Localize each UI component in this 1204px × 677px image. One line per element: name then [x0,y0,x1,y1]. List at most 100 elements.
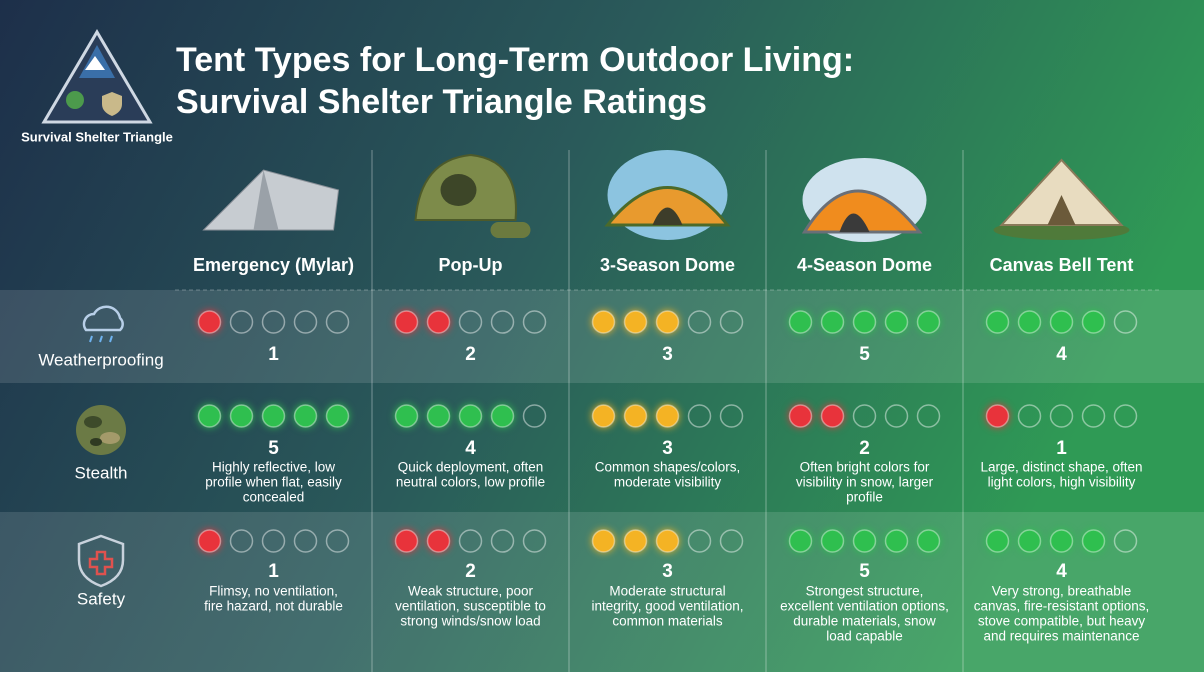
column-title: Emergency (Mylar) [193,255,354,275]
logo-label: Survival Shelter Triangle [21,129,173,144]
rating-dot-filled [916,310,941,334]
rating-note: light colors, high visibility [988,475,1136,490]
rating-number: 4 [465,438,476,459]
rating-note: moderate visibility [614,475,722,490]
rating-dot-filled [1049,310,1074,334]
rating-dot-empty [884,404,909,428]
rating-dot-empty [687,404,712,428]
rating-dot-empty [293,310,318,334]
rating-dot-filled [788,404,813,428]
icon-shield [77,534,125,588]
rating-note: profile when flat, easily [205,475,342,490]
tent-shape [652,207,683,225]
rating-dot-filled [985,310,1010,334]
rating-dot-filled [820,529,845,553]
rating-dot-empty [261,310,286,334]
tent-shape [604,186,731,227]
rating-dot-empty [1113,529,1138,553]
rating-note: Weak structure, poor [408,584,534,599]
rating-note: excellent ventilation options, [780,599,949,614]
rating-number: 2 [465,561,476,582]
rating-dot-empty [325,310,350,334]
rating-note: Very strong, breathable [992,584,1132,599]
title: Survival Shelter Triangle Ratings [176,83,707,121]
rating-dot-empty [490,310,515,334]
row-band [0,290,1204,383]
tent-shape [440,174,477,206]
rating-dot-empty [325,529,350,553]
rating-number: 1 [268,344,279,365]
rating-dot-filled [884,310,909,334]
rating-dot-empty [916,404,941,428]
rating-note: Highly reflective, low [212,460,335,475]
rating-dot-empty [490,529,515,553]
rating-dot-filled [1081,529,1106,553]
rating-dot-empty [229,310,254,334]
rating-dot-filled [852,529,877,553]
rating-dot-filled [458,404,483,428]
rating-dot-filled [394,310,419,334]
rating-note: and requires maintenance [983,629,1139,644]
rating-number: 2 [859,438,870,459]
rating-number: 4 [1056,344,1067,365]
icon-weather [82,305,124,343]
column-title: Pop-Up [439,255,503,275]
rating-number: 1 [1056,438,1067,459]
rating-dot-filled [623,529,648,553]
rating-dot-filled [916,529,941,553]
rating-dot-empty [229,529,254,553]
rating-note: profile [846,490,883,505]
rating-note: Often bright colors for [800,460,930,475]
rating-number: 5 [268,438,279,459]
rating-dot-filled [325,404,350,428]
rating-dot-filled [655,529,680,553]
column-title: Canvas Bell Tent [990,255,1134,275]
rating-number: 5 [859,344,870,365]
rating-dot-filled [1049,529,1074,553]
rating-dot-filled [788,529,813,553]
rating-dot-filled [394,404,419,428]
tent-shape [1047,195,1076,225]
rating-dot-empty [522,310,547,334]
rating-dot-filled [426,404,451,428]
rating-number: 2 [465,344,476,365]
rating-dot-filled [426,310,451,334]
rating-dot-empty [293,529,318,553]
rating-dot-filled [655,404,680,428]
rating-note: load capable [826,629,903,644]
logo: Survival Shelter Triangle [21,29,173,144]
rating-dot-filled [591,404,616,428]
rating-dot-filled [820,310,845,334]
rating-dot-filled [197,529,222,553]
rating-dot-empty [458,310,483,334]
rating-dot-filled [229,404,254,428]
rating-dot-filled [197,310,222,334]
rating-number: 3 [662,344,673,365]
row-label: Weatherproofing [38,350,163,369]
tent-shape [490,222,531,238]
tent-shape [801,189,923,234]
rating-dot-empty [719,404,744,428]
rating-dot-empty [719,310,744,334]
rating-dot-filled [655,310,680,334]
rating-dot-filled [591,310,616,334]
rating-dot-filled [591,529,616,553]
rating-note: stove compatible, but heavy [978,614,1146,629]
rating-note: strong winds/snow load [400,614,540,629]
rating-number: 5 [859,561,870,582]
rating-dot-filled [623,310,648,334]
rating-note: fire hazard, not durable [204,599,343,614]
rating-dot-filled [1017,529,1042,553]
rating-number: 4 [1056,561,1067,582]
rating-dot-empty [522,404,547,428]
tent-shape [839,213,870,232]
column-title: 4-Season Dome [797,255,932,275]
rating-dot-empty [852,404,877,428]
rating-note: Moderate structural [609,584,725,599]
rating-dot-empty [1113,310,1138,334]
tent-illustration [202,169,340,231]
rating-note: Strongest structure, [806,584,924,599]
rating-dot-filled [985,404,1010,428]
rating-note: visibility in snow, larger [796,475,934,490]
rating-note: common materials [612,614,723,629]
